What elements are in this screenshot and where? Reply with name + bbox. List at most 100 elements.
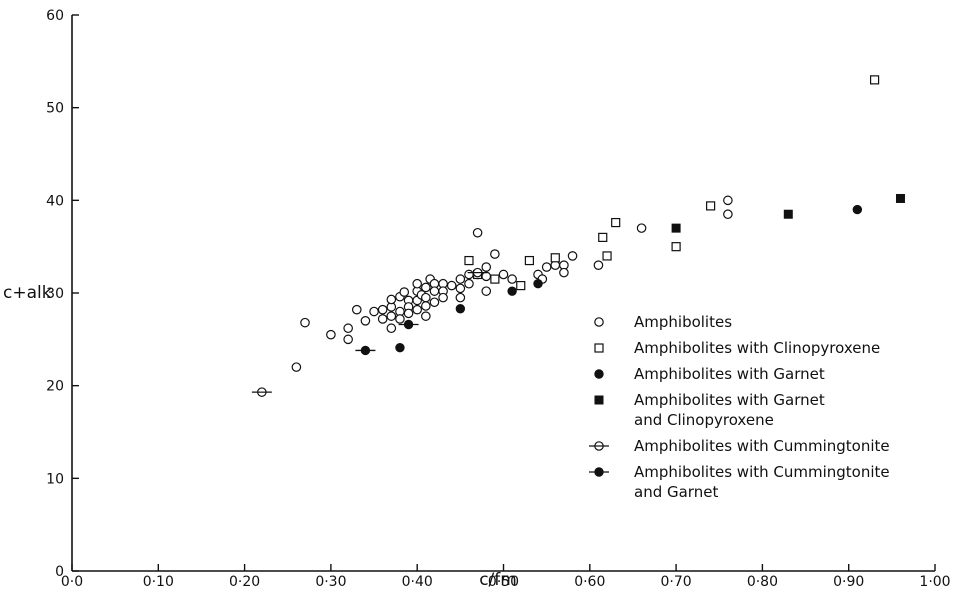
marker-shape — [455, 274, 466, 284]
data-point — [472, 227, 483, 238]
data-point — [421, 292, 431, 303]
marker-shape — [852, 204, 863, 215]
marker-shape — [567, 251, 578, 261]
marker-shape — [421, 282, 431, 293]
y-axis-label: c+alk — [3, 283, 52, 303]
legend-entry: Amphibolites with Garnet and Clinopyroxen… — [594, 391, 825, 429]
x-tick-label: 0·90 — [833, 574, 864, 590]
data-point — [355, 345, 376, 356]
data-point — [895, 193, 905, 203]
marker-shape — [594, 343, 604, 353]
data-point — [412, 278, 422, 289]
legend-label: Amphibolites with Garnet — [634, 391, 825, 409]
marker-shape — [421, 292, 431, 303]
data-point — [455, 292, 466, 303]
legend-marker — [594, 317, 604, 327]
marker-shape — [395, 342, 405, 353]
x-tick-label: 0·0 — [61, 574, 83, 590]
marker-shape — [559, 267, 569, 278]
data-point — [533, 279, 543, 289]
marker-shape — [403, 319, 414, 330]
marker-shape — [594, 369, 604, 379]
x-tick-label: 0·20 — [229, 574, 260, 590]
marker-shape — [464, 269, 474, 280]
legend-marker — [589, 441, 609, 451]
marker-shape — [723, 195, 733, 206]
marker-shape — [895, 193, 905, 203]
data-point — [723, 209, 733, 220]
marker-shape — [611, 217, 621, 228]
marker-shape — [706, 201, 716, 211]
data-point — [351, 304, 362, 315]
marker-shape — [412, 304, 422, 315]
marker-shape — [351, 304, 362, 315]
data-point — [395, 342, 405, 353]
legend-entry: Amphibolites with Cummingtonite — [589, 437, 890, 455]
y-tick-label: 60 — [46, 8, 64, 24]
data-point — [516, 280, 526, 291]
data-point — [598, 232, 608, 242]
marker-shape — [369, 306, 379, 317]
x-axis-label: c/fm — [479, 570, 517, 590]
x-tick-label: 0·10 — [143, 574, 174, 590]
marker-shape — [541, 262, 552, 272]
marker-shape — [360, 345, 371, 356]
marker-shape — [429, 286, 440, 296]
y-ticks: 0 10 20 30 40 50 60 — [46, 8, 79, 580]
marker-shape — [594, 467, 604, 477]
data-point — [602, 251, 612, 261]
marker-shape — [490, 249, 500, 259]
marker-shape — [671, 242, 681, 252]
marker-shape — [291, 362, 302, 372]
y-tick-label: 50 — [46, 101, 64, 117]
legend-label: and Garnet — [634, 483, 718, 501]
marker-shape — [598, 232, 608, 242]
marker-shape — [507, 286, 517, 296]
marker-shape — [594, 395, 604, 405]
data-point — [541, 262, 552, 272]
data-point — [852, 204, 863, 215]
data-point — [421, 282, 431, 293]
y-tick-label: 10 — [46, 471, 64, 487]
data-point — [438, 292, 448, 303]
marker-shape — [343, 334, 353, 345]
data-point — [490, 249, 500, 259]
data-point — [386, 311, 397, 321]
legend-entry: Amphibolites with Clinopyroxene — [594, 339, 880, 357]
y-tick-label: 30 — [46, 286, 64, 302]
marker-shape — [524, 255, 534, 266]
x-tick-label: 0·60 — [574, 574, 605, 590]
data-point — [481, 286, 492, 296]
y-tick-label: 40 — [46, 193, 64, 209]
data-point — [399, 287, 410, 297]
legend: Amphibolites Amphibolites with Clinopyrox… — [589, 313, 890, 501]
data-point — [377, 314, 388, 324]
data-point — [421, 311, 431, 321]
data-point — [567, 251, 578, 261]
data-point — [464, 255, 474, 266]
data-points — [251, 75, 905, 397]
x-ticks: 0·0 0·10 0·20 0·30 0·40 0·50 0·60 0·70 0·80 0·90 1… — [61, 564, 951, 590]
data-point — [869, 75, 880, 85]
marker-shape — [636, 223, 647, 233]
data-point — [412, 304, 422, 315]
marker-shape — [455, 292, 466, 303]
data-point — [395, 314, 405, 324]
marker-shape — [403, 308, 414, 319]
marker-shape — [481, 271, 492, 282]
marker-shape — [412, 278, 422, 289]
marker-shape — [300, 317, 310, 328]
marker-shape — [455, 283, 466, 294]
y-tick-label: 20 — [46, 379, 64, 395]
marker-shape — [377, 314, 388, 324]
legend-marker — [594, 369, 604, 379]
data-point — [481, 271, 492, 282]
legend-label: Amphibolites with Cummingtonite — [634, 463, 890, 481]
marker-shape — [455, 304, 466, 314]
marker-shape — [377, 304, 388, 315]
marker-shape — [602, 251, 612, 261]
marker-shape — [481, 262, 492, 272]
legend-entry: Amphibolites with Garnet — [594, 365, 825, 383]
marker-shape — [360, 315, 371, 326]
data-point — [671, 223, 681, 233]
